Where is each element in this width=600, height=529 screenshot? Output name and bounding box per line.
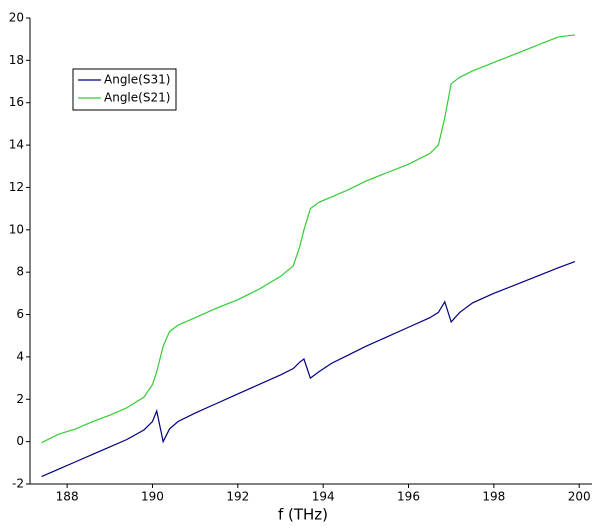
x-tick-label: 198 <box>482 490 505 504</box>
y-tick-label: 4 <box>16 349 24 363</box>
y-tick-label: 16 <box>9 95 24 109</box>
y-tick-label: -2 <box>12 477 24 491</box>
legend-label: Angle(S21) <box>104 91 170 105</box>
x-tick-label: 196 <box>397 490 420 504</box>
legend-box <box>72 68 177 111</box>
line-series <box>41 261 576 478</box>
y-tick-label: 12 <box>9 180 24 194</box>
y-tick-label: 0 <box>16 434 24 448</box>
y-tick-label: 10 <box>9 222 24 236</box>
x-tick-label: 190 <box>141 490 164 504</box>
x-tick-label: 192 <box>226 490 249 504</box>
y-tick-label: 6 <box>16 307 24 321</box>
legend-label: Angle(S31) <box>104 73 170 87</box>
x-tick-label: 194 <box>312 490 335 504</box>
x-axis-label: f (THz) <box>278 506 328 524</box>
x-tick-label: 188 <box>56 490 79 504</box>
y-tick-label: 2 <box>16 392 24 406</box>
line-series <box>41 34 576 444</box>
x-tick-label: 200 <box>568 490 591 504</box>
y-tick-label: 18 <box>9 53 24 67</box>
y-tick-label: 8 <box>16 265 24 279</box>
y-tick-label: 20 <box>9 11 24 25</box>
y-tick-label: 14 <box>9 138 24 152</box>
